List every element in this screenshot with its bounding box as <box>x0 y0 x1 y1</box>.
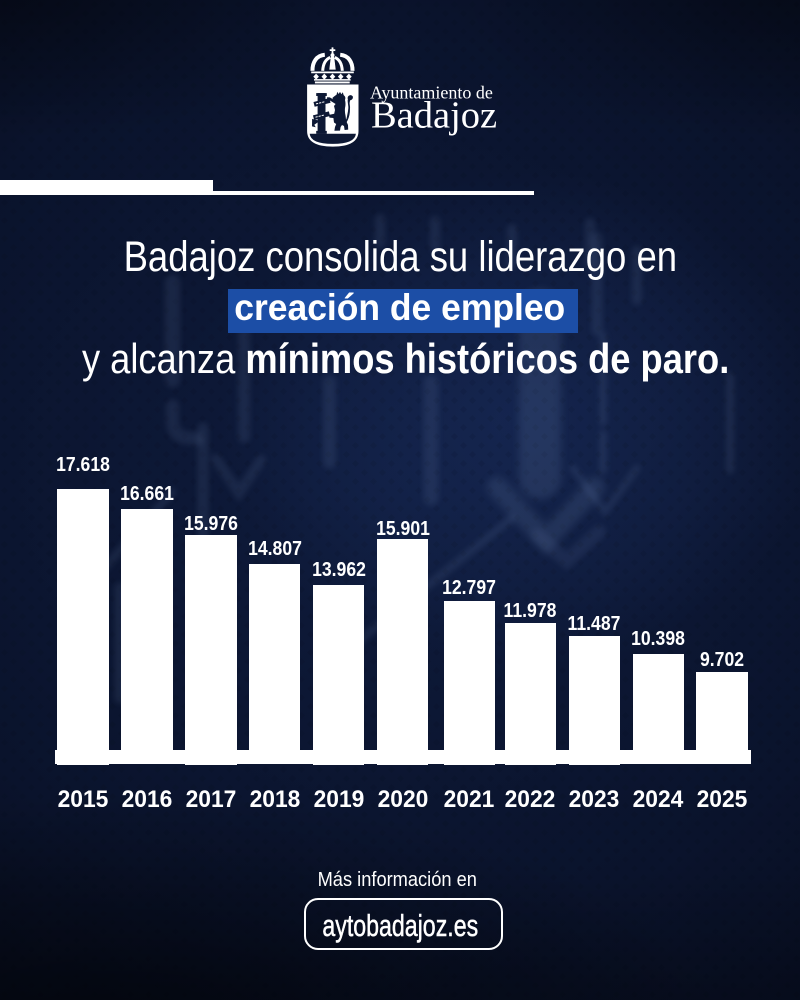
svg-text:Badajoz: Badajoz <box>371 95 497 137</box>
svg-text:Ayuntamiento de: Ayuntamiento de <box>370 83 493 103</box>
